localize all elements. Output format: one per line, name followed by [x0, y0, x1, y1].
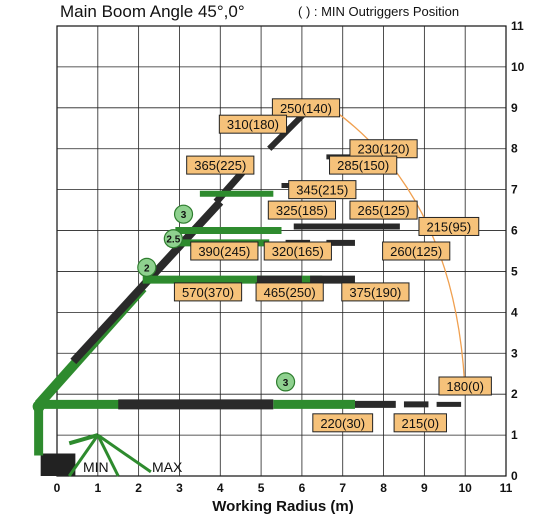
- x-tick-label: 8: [380, 481, 387, 495]
- x-tick-label: 10: [459, 481, 473, 495]
- load-label-box: [382, 241, 451, 261]
- x-tick-label: 5: [258, 481, 265, 495]
- load-label: 285(150): [337, 158, 389, 173]
- load-label: 250(140): [280, 101, 332, 116]
- stabilizer-arm: [68, 433, 99, 446]
- x-tick-label: 3: [176, 481, 183, 495]
- load-label: 310(180): [227, 117, 279, 132]
- crane-base: [40, 453, 76, 476]
- load-label: 180(0): [446, 379, 484, 394]
- load-label: 570(370): [182, 285, 234, 300]
- load-label-box: [255, 282, 324, 302]
- load-label-box: [329, 155, 398, 175]
- y-tick-label: 8: [511, 142, 518, 156]
- x-tick-label: 6: [299, 481, 306, 495]
- y-tick-label: 3: [511, 346, 518, 360]
- load-label-box: [271, 98, 341, 118]
- y-tick-label: 5: [511, 264, 518, 278]
- section-badge: [173, 204, 194, 224]
- x-tick-label: 0: [54, 481, 61, 495]
- load-label-box: [418, 216, 480, 236]
- y-tick-label: 2: [511, 387, 518, 401]
- load-label: 365(225): [194, 158, 246, 173]
- boom-drawing: 2 2.5 3 3: [32, 109, 462, 477]
- y-tick-label: 11: [511, 19, 524, 33]
- outrigger-note: ( ) : MIN Outriggers Position: [298, 4, 460, 19]
- load-label: 230(120): [358, 142, 410, 157]
- section-badge: [137, 257, 157, 277]
- load-label-box: [267, 200, 337, 220]
- load-label-box: [173, 282, 243, 302]
- y-tick-label: 4: [511, 305, 518, 319]
- load-label-box: [438, 376, 492, 396]
- x-tick-label: 7: [339, 481, 346, 495]
- y-tick-label: 0: [511, 469, 518, 483]
- y-tick-label: 9: [511, 101, 518, 115]
- x-tick-label: 11: [500, 481, 513, 495]
- diagram-title: Main Boom Angle 45°,0°: [60, 2, 245, 21]
- load-label: 375(190): [349, 285, 401, 300]
- section-badge-text: 2: [144, 263, 150, 274]
- section-badge-text: 3: [181, 210, 187, 221]
- section-badge: [163, 229, 183, 249]
- stabilizer-leg-min: [96, 434, 120, 477]
- load-label: 345(215): [296, 183, 348, 198]
- y-tick-label: 1: [511, 428, 518, 442]
- load-label: 320(165): [272, 244, 324, 259]
- load-label: 260(125): [390, 244, 442, 259]
- y-tick-label: 10: [511, 60, 525, 74]
- load-label-box: [393, 413, 447, 433]
- load-label-box: [263, 241, 332, 261]
- y-tick-label: 7: [511, 183, 518, 197]
- max-stabilizer-label: MAX: [152, 459, 183, 475]
- load-label-box: [312, 413, 374, 433]
- load-label-box: [190, 241, 259, 261]
- load-labels: 250(140)310(180) 230(120) 365(225) 285(150)…: [173, 98, 492, 433]
- stabilizer-leg-max: [96, 433, 152, 474]
- load-label: 465(250): [264, 285, 316, 300]
- main-boom-extension-3: [267, 109, 309, 151]
- x-tick-label: 2: [135, 481, 142, 495]
- load-label-box: [341, 282, 410, 302]
- min-stabilizer-label: MIN: [83, 459, 109, 475]
- load-label-box: [218, 114, 288, 134]
- stabilizer-strut: [68, 434, 100, 477]
- load-label: 220(30): [320, 416, 365, 431]
- x-tick-label: 1: [94, 481, 101, 495]
- load-label: 325(185): [276, 203, 328, 218]
- plot-frame: [56, 25, 507, 477]
- x-axis-label: Working Radius (m): [212, 498, 353, 515]
- load-label: 390(245): [198, 244, 250, 259]
- load-label: 215(95): [426, 219, 471, 234]
- section-badge-text: 2.5: [166, 235, 180, 246]
- load-label: 215(0): [401, 416, 439, 431]
- y-tick-label: 6: [511, 224, 518, 238]
- x-tick-label: 4: [217, 481, 224, 495]
- load-label-box: [186, 155, 255, 175]
- load-label-box: [288, 180, 357, 200]
- section-badge: [275, 372, 296, 392]
- x-tick-label: 9: [421, 481, 428, 495]
- load-label-box: [349, 200, 418, 220]
- section-badge-text: 3: [283, 378, 289, 389]
- load-label: 265(125): [358, 203, 410, 218]
